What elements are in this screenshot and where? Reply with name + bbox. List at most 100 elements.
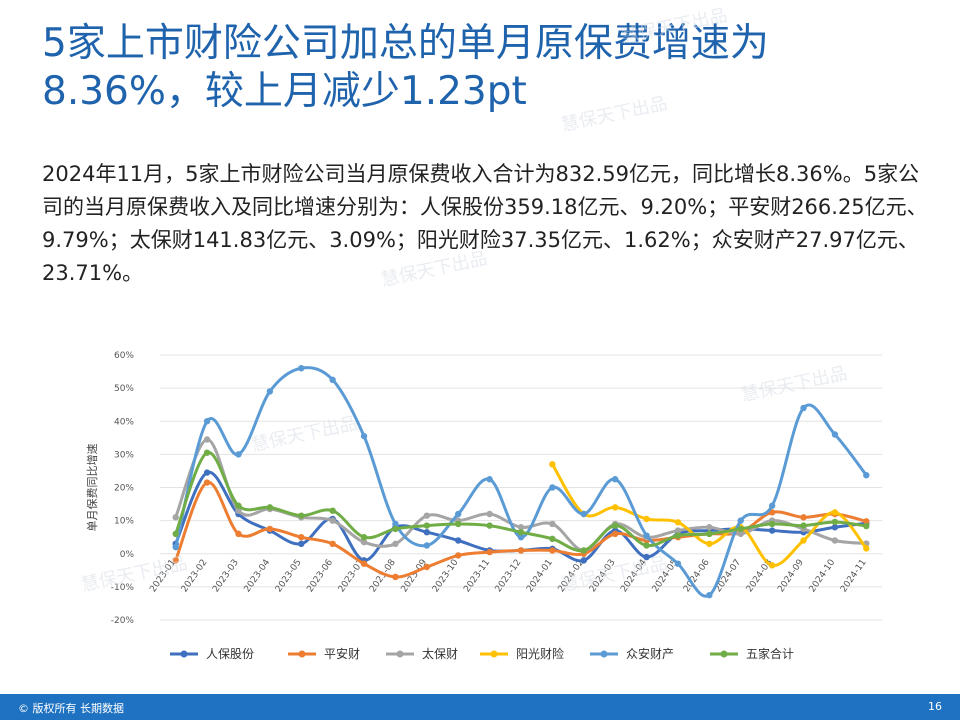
data-point xyxy=(549,461,556,468)
data-point xyxy=(329,376,336,384)
x-tick-label: 2023-01 xyxy=(148,558,178,595)
x-tick-label: 2024-04 xyxy=(619,558,649,595)
data-point xyxy=(863,545,870,552)
growth-line-chart: -20% -10% 0% 10% 20% 30% 40% 50% 60% 单月保费同比增速 2023… xyxy=(70,340,900,680)
data-point xyxy=(203,449,211,456)
data-point xyxy=(455,552,462,559)
x-tick-label: 2023-06 xyxy=(305,558,335,595)
data-point xyxy=(203,436,211,443)
data-point xyxy=(611,530,619,538)
data-point xyxy=(203,479,211,486)
x-tick-label: 2023-05 xyxy=(274,558,304,595)
data-point xyxy=(392,520,399,528)
data-point xyxy=(455,510,462,518)
x-tick-label: 2024-02 xyxy=(556,558,586,595)
series-line xyxy=(174,366,868,598)
x-tick-label: 2024-11 xyxy=(839,558,869,595)
data-point xyxy=(643,542,650,549)
data-point xyxy=(455,520,462,528)
x-tick-label: 2023-02 xyxy=(180,558,210,595)
legend-label: 五家合计 xyxy=(746,646,794,661)
legend-marker xyxy=(396,650,404,658)
data-point xyxy=(517,529,525,536)
y-tick-label: 40% xyxy=(114,417,134,427)
data-point xyxy=(706,524,713,531)
x-tick-label: 2023-04 xyxy=(243,558,273,595)
data-point xyxy=(266,525,274,533)
data-point xyxy=(423,542,431,549)
data-point xyxy=(172,530,179,538)
data-point xyxy=(203,469,211,476)
data-point xyxy=(423,529,431,536)
data-point xyxy=(831,431,839,438)
legend-label: 阳光财险 xyxy=(516,646,564,661)
data-point xyxy=(768,520,776,528)
data-point xyxy=(737,530,744,538)
legend-marker xyxy=(720,650,728,658)
data-point xyxy=(674,527,682,534)
data-point xyxy=(423,522,431,529)
copyright-text: © 版权所有 长期数据 xyxy=(18,702,124,715)
data-point xyxy=(674,560,682,567)
data-point xyxy=(172,543,179,551)
data-point xyxy=(329,517,336,524)
data-point xyxy=(800,537,807,544)
page-number: 16 xyxy=(928,700,942,713)
data-point xyxy=(674,532,682,539)
data-point xyxy=(298,512,305,519)
data-point xyxy=(643,515,650,523)
summary-paragraph: 2024年11月，5家上市财险公司当月原保费收入合计为832.59亿元，同比增长… xyxy=(42,162,928,285)
data-point xyxy=(800,522,807,529)
y-tick-label: -20% xyxy=(111,616,135,626)
legend-marker xyxy=(600,650,608,658)
data-point xyxy=(768,527,776,534)
data-point xyxy=(831,518,839,526)
legend-label: 众安财产 xyxy=(626,646,674,661)
data-point xyxy=(580,547,587,554)
data-point xyxy=(706,530,713,538)
data-point xyxy=(486,510,493,518)
data-point xyxy=(831,509,839,516)
data-point xyxy=(863,522,870,530)
data-point xyxy=(800,404,807,412)
data-point xyxy=(329,540,336,548)
data-point xyxy=(580,510,587,518)
data-point xyxy=(611,476,619,483)
data-point xyxy=(517,524,525,531)
x-tick-label: 2023-11 xyxy=(462,558,492,595)
data-point xyxy=(486,548,493,556)
data-point xyxy=(329,507,336,514)
data-point xyxy=(235,530,242,538)
data-point xyxy=(580,557,587,564)
legend-label: 人保股份 xyxy=(206,647,254,661)
data-point xyxy=(611,522,619,529)
y-tick-label: -10% xyxy=(111,583,135,593)
data-point xyxy=(235,502,242,509)
data-point xyxy=(203,418,211,425)
x-tick-label: 2023-12 xyxy=(494,558,524,595)
data-point xyxy=(392,525,399,533)
data-point xyxy=(800,514,807,521)
data-point xyxy=(517,533,525,541)
chart-svg: -20% -10% 0% 10% 20% 30% 40% 50% 60% 单月保费同比增速 2023… xyxy=(85,351,882,661)
footer-bar: © 版权所有 长期数据 16 xyxy=(0,694,960,720)
data-point xyxy=(423,512,431,519)
data-point xyxy=(831,537,839,544)
y-tick-label: 60% xyxy=(114,351,134,361)
x-tick-label: 2024-03 xyxy=(588,558,618,595)
data-point xyxy=(172,514,179,521)
y-tick-label: 0% xyxy=(120,550,135,560)
data-point xyxy=(486,522,493,529)
data-point xyxy=(863,472,870,479)
data-point xyxy=(266,504,274,511)
y-tick-label: 30% xyxy=(114,450,134,460)
data-point xyxy=(643,532,650,539)
data-point xyxy=(360,533,368,541)
data-point xyxy=(298,533,305,541)
data-point xyxy=(831,524,839,531)
data-point xyxy=(706,591,713,599)
data-point xyxy=(706,540,713,548)
data-point xyxy=(768,502,776,509)
data-point xyxy=(423,563,431,571)
data-point xyxy=(549,535,556,543)
